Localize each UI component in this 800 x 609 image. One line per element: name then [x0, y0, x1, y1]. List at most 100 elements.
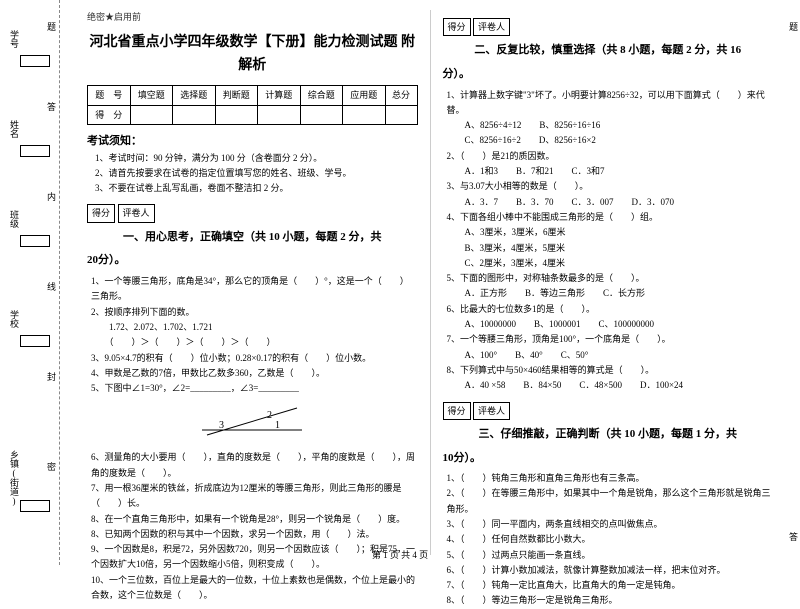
- dash-label: 线: [45, 280, 58, 293]
- right-column: 得分 评卷人 二、反复比较，慎重选择（共 8 小题，每题 2 分，共 16 分）…: [431, 10, 786, 555]
- right-marker: 题: [789, 20, 798, 33]
- score-table: 题 号 填空题 选择题 判断题 计算题 综合题 应用题 总分 得 分: [87, 85, 418, 125]
- question-opt: C、2厘米，3厘米，4厘米: [443, 256, 774, 271]
- question: （ ）＞（ ）＞（ ）＞（ ）: [87, 335, 418, 350]
- dash-label: 内: [45, 190, 58, 203]
- th: 选择题: [173, 86, 216, 105]
- score-box: 得分: [443, 402, 471, 420]
- question: 4、甲数是乙数的7倍，甲数比乙数多360，乙数是（ ）。: [87, 366, 418, 381]
- score-box-row: 得分 评卷人: [87, 196, 418, 222]
- question: 7、用一根36厘米的铁丝，折成底边为12厘米的等腰三角形，则此三角形的腰是（ ）…: [87, 481, 418, 512]
- td: [300, 105, 343, 124]
- section-2-sub: 分）。: [443, 66, 774, 84]
- margin-label-id: 学号: [8, 30, 21, 48]
- section-2-title: 二、反复比较，慎重选择（共 8 小题，每题 2 分，共 16: [443, 42, 774, 60]
- table-row: 得 分: [88, 105, 418, 124]
- question: 8、已知两个因数的积与其中一个因数，求另一个因数，用（ ）法。: [87, 527, 418, 542]
- question: 8、下列算式中与50×460结果相等的算式是（ ）。: [443, 363, 774, 378]
- question: 6、比最大的七位数多1的是（ ）。: [443, 302, 774, 317]
- notice-item: 1、考试时间：90 分钟，满分为 100 分（含卷面分 2 分）。: [95, 151, 418, 166]
- th: 判断题: [215, 86, 258, 105]
- section-1-sub: 20分）。: [87, 252, 418, 270]
- question: 10、一个三位数，百位上是最大的一位数，十位上素数也是偶数，个位上是最小的合数，…: [87, 573, 418, 604]
- question: 7、（ ）钝角一定比直角大，比直角大的角一定是钝角。: [443, 578, 774, 593]
- question: 2、（ ）是21的质因数。: [443, 149, 774, 164]
- th: 填空题: [130, 86, 173, 105]
- margin-box: [20, 500, 50, 512]
- td: [385, 105, 417, 124]
- question: 1.72、2.072、1.702、1.721: [87, 320, 418, 335]
- td: 得 分: [88, 105, 131, 124]
- dash-label: 题: [45, 20, 58, 33]
- question: 1、（ ）钝角三角形和直角三角形也有三条高。: [443, 471, 774, 486]
- notice-list: 1、考试时间：90 分钟，满分为 100 分（含卷面分 2 分）。 2、请首先按…: [87, 151, 418, 197]
- margin-label-class: 班级: [8, 210, 21, 228]
- content-area: 绝密★启用前 河北省重点小学四年级数学【下册】能力检测试题 附解析 题 号 填空…: [60, 0, 800, 565]
- svg-text:3: 3: [219, 420, 224, 431]
- svg-text:1: 1: [275, 420, 280, 431]
- page-footer: 第 1 页 共 4 页: [0, 548, 800, 561]
- grader-box: 评卷人: [118, 204, 155, 222]
- dash-label: 封: [45, 370, 58, 383]
- question: 6、（ ）计算小数加减法，就像计算整数加减法一样，把末位对齐。: [443, 563, 774, 578]
- section-3-sub: 10分）。: [443, 450, 774, 468]
- th: 题 号: [88, 86, 131, 105]
- td: [258, 105, 301, 124]
- margin-box: [20, 145, 50, 157]
- question: 8、（ ）等边三角形一定是锐角三角形。: [443, 593, 774, 608]
- dash-label: 答: [45, 100, 58, 113]
- section-3-title: 三、仔细推敲，正确判断（共 10 小题，每题 1 分，共: [443, 426, 774, 444]
- question-opt: C、8256÷16÷2 D、8256÷16×2: [443, 133, 774, 148]
- th: 总分: [385, 86, 417, 105]
- question: 8、在一个直角三角形中，如果有一个锐角是28°，则另一个锐角是（ ）度。: [87, 512, 418, 527]
- notice-title: 考试须知：: [87, 133, 418, 151]
- score-box-row: 得分 评卷人: [443, 394, 774, 420]
- question: 4、（ ）任何自然数都比小数大。: [443, 532, 774, 547]
- margin-box: [20, 335, 50, 347]
- question: 1、一个等腰三角形，底角是34°，那么它的顶角是（ ）°，这是一个（ ）三角形。: [87, 274, 418, 305]
- margin-label-school: 学校: [8, 310, 21, 328]
- question: 6、测量角的大小要用（ ），直角的度数是（ ），平角的度数是（ ），周角的度数是…: [87, 450, 418, 481]
- angle-diagram: 2 3 1: [87, 400, 418, 446]
- score-box: 得分: [87, 204, 115, 222]
- td: [215, 105, 258, 124]
- margin-label-town: 乡镇(街道): [8, 450, 21, 506]
- margin-box: [20, 55, 50, 67]
- grader-box: 评卷人: [473, 18, 510, 36]
- question: 3、与3.07大小相等的数是（ ）。: [443, 179, 774, 194]
- section-1-title: 一、用心思考，正确填空（共 10 小题，每题 2 分，共: [87, 229, 418, 247]
- table-row: 题 号 填空题 选择题 判断题 计算题 综合题 应用题 总分: [88, 86, 418, 105]
- th: 应用题: [343, 86, 386, 105]
- margin-label-name: 姓名: [8, 120, 21, 138]
- left-column: 绝密★启用前 河北省重点小学四年级数学【下册】能力检测试题 附解析 题 号 填空…: [75, 10, 431, 555]
- exam-page: 学号 姓名 班级 学校 乡镇(街道) 题 答 内 线 封 密 绝密★启用前 河北…: [0, 0, 800, 565]
- exam-title: 河北省重点小学四年级数学【下册】能力检测试题 附解析: [87, 32, 418, 77]
- question-opt: B、3厘米，4厘米，5厘米: [443, 241, 774, 256]
- question: 1、计算器上数字键"3"坏了。小明要计算8256÷32，可以用下面算式（ ）来代…: [443, 88, 774, 119]
- question-opt: A、100° B、40° C、50°: [443, 348, 774, 363]
- secrecy-header: 绝密★启用前: [87, 10, 418, 24]
- td: [343, 105, 386, 124]
- th: 计算题: [258, 86, 301, 105]
- question: 5、下面的图形中，对称轴条数最多的是（ ）。: [443, 271, 774, 286]
- svg-text:2: 2: [267, 410, 272, 421]
- question: 5、下图中∠1=30°，∠2=_________，∠3=_________: [87, 381, 418, 396]
- question: 3、9.05×4.7的积有（ ）位小数；0.28×0.17的积有（ ）位小数。: [87, 351, 418, 366]
- question: 3、（ ）同一平面内，两条直线相交的点叫做焦点。: [443, 517, 774, 532]
- td: [173, 105, 216, 124]
- dash-label: 密: [45, 460, 58, 473]
- question-opt: A、8256÷4÷12 B、8256÷16÷16: [443, 118, 774, 133]
- margin-box: [20, 235, 50, 247]
- question: 2、按顺序排列下面的数。: [87, 305, 418, 320]
- grader-box: 评卷人: [473, 402, 510, 420]
- td: [130, 105, 173, 124]
- question-opt: A．40 ×58 B．84×50 C．48×500 D．100×24: [443, 378, 774, 393]
- question: 7、一个等腰三角形，顶角是100°，一个底角是（ ）。: [443, 332, 774, 347]
- question-opt: A．正方形 B．等边三角形 C．长方形: [443, 286, 774, 301]
- question: 2、（ ）在等腰三角形中，如果其中一个角是锐角，那么这个三角形就是锐角三角形。: [443, 486, 774, 517]
- question-opt: A．3．7 B．3．70 C．3．007 D．3．070: [443, 195, 774, 210]
- question: 4、下面各组小棒中不能围成三角形的是（ ）组。: [443, 210, 774, 225]
- binding-margin: 学号 姓名 班级 学校 乡镇(街道) 题 答 内 线 封 密: [0, 0, 60, 565]
- question-opt: A、3厘米，3厘米，6厘米: [443, 225, 774, 240]
- notice-item: 2、请首先按要求在试卷的指定位置填写您的姓名、班级、学号。: [95, 166, 418, 181]
